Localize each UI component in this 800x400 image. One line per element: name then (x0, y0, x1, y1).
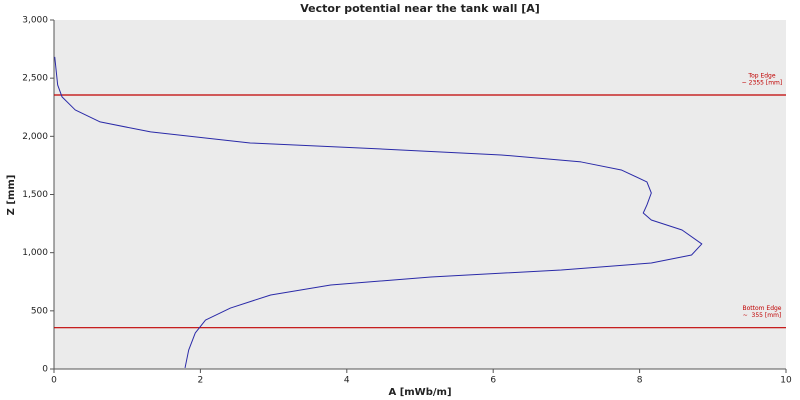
y-tick-label: 2,500 (22, 74, 48, 84)
x-tick-label: 10 (780, 376, 792, 386)
x-tick-label: 8 (637, 376, 643, 386)
reference-sublabel: ~ 2355 [mm] (742, 80, 782, 87)
reference-label: Bottom Edge (742, 305, 781, 312)
plot-area (54, 20, 786, 369)
y-tick-label: 3,000 (22, 16, 48, 26)
reference-sublabel: ~ 355 [mm] (743, 312, 782, 319)
y-tick-label: 2,000 (22, 132, 48, 142)
y-tick-label: 500 (31, 306, 48, 316)
y-tick-label: 1,000 (22, 248, 48, 258)
x-tick-label: 6 (490, 376, 496, 386)
y-tick-label: 1,500 (22, 190, 48, 200)
x-tick-label: 0 (51, 376, 57, 386)
reference-label: Top Edge (747, 73, 775, 80)
chart-title: Vector potential near the tank wall [A] (300, 2, 540, 15)
x-tick-label: 4 (344, 376, 350, 386)
x-tick-label: 2 (198, 376, 204, 386)
y-axis-label: Z [mm] (6, 175, 17, 216)
x-axis-label: A [mWb/m] (388, 387, 451, 398)
y-tick-label: 0 (42, 365, 48, 375)
data-line (54, 56, 703, 369)
